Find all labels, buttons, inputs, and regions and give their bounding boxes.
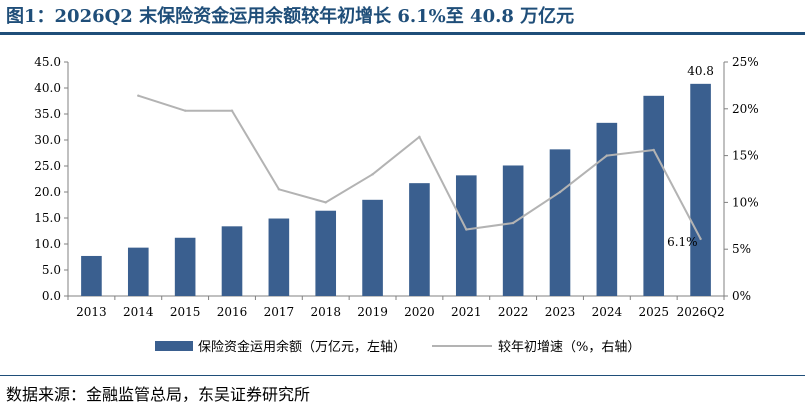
right-axis-tick-label: 15% — [732, 149, 759, 163]
bar — [81, 255, 102, 296]
source-note: 数据来源：金融监管总局，东吴证券研究所 — [6, 385, 311, 404]
line-point — [465, 228, 468, 231]
line-point — [371, 173, 374, 176]
left-axis-tick-label: 15.0 — [34, 211, 61, 225]
x-axis-tick-label: 2025 — [638, 305, 669, 319]
right-axis-tick-label: 10% — [732, 195, 759, 209]
right-axis-tick-label: 25% — [732, 55, 759, 69]
left-axis-tick-label: 35.0 — [34, 107, 61, 121]
right-axis-tick-label: 5% — [732, 242, 751, 256]
x-axis-tick-label: 2022 — [498, 305, 529, 319]
x-axis: 2013 2014 2015 2016 2017 2018 2019 2020 2021 2022… — [67, 296, 725, 319]
bar — [315, 210, 337, 296]
line-point — [230, 109, 234, 112]
x-axis-tick-label: 2017 — [264, 305, 295, 319]
line-point — [699, 237, 702, 241]
left-axis: 0.0 5.0 10.0 15.0 20.0 25.0 30.0 35.0 40.0 45.0 — [34, 55, 68, 303]
line-point — [652, 148, 655, 152]
x-axis-tick-label: 2015 — [170, 305, 201, 319]
line-series — [137, 94, 702, 241]
x-axis-tick-label: 2023 — [545, 305, 576, 319]
line-point — [605, 154, 609, 157]
right-axis: 0% 5% 10% 15% 20% 25% — [724, 55, 759, 303]
bar-series — [81, 83, 711, 296]
bar-data-label: 40.8 — [687, 64, 714, 78]
line-point — [277, 188, 281, 191]
bar — [127, 247, 149, 296]
legend-label-line: 较年初增速（%，右轴） — [498, 340, 640, 355]
line-point — [418, 135, 421, 139]
left-axis-tick-label: 10.0 — [34, 237, 61, 251]
left-axis-tick-label: 45.0 — [34, 55, 61, 69]
bar — [174, 237, 196, 296]
legend-swatch-bar — [155, 341, 193, 351]
bar — [455, 175, 477, 296]
x-axis-tick-label: 2026Q2 — [677, 305, 725, 319]
bar — [596, 122, 618, 296]
line-point — [511, 221, 515, 225]
x-axis-tick-label: 2018 — [310, 305, 341, 319]
bar — [268, 218, 290, 296]
left-axis-tick-label: 25.0 — [34, 159, 61, 173]
plot-frame — [67, 62, 725, 297]
x-axis-tick-label: 2021 — [451, 305, 482, 319]
page-title: 图1：2026Q2 末保险资金运用余额较年初增长 6.1%至 40.8 万亿元 — [6, 6, 575, 27]
bar — [643, 95, 665, 296]
x-axis-tick-label: 2020 — [404, 305, 435, 319]
left-axis-tick-label: 30.0 — [34, 133, 61, 147]
x-axis-tick-label: 2016 — [217, 305, 248, 319]
bar — [690, 83, 711, 296]
bar — [502, 165, 524, 296]
x-axis-tick-label: 2019 — [357, 305, 388, 319]
legend-item-bar: 保险资金运用余额（万亿元，左轴） — [155, 339, 406, 355]
left-axis-tick-label: 20.0 — [34, 185, 61, 199]
line-point — [137, 94, 140, 97]
legend: 保险资金运用余额（万亿元，左轴） 较年初增速（%，右轴） — [155, 339, 640, 355]
left-axis-tick-label: 0.0 — [42, 289, 61, 303]
bar — [221, 226, 243, 296]
bar — [362, 199, 383, 296]
bar — [409, 183, 430, 296]
legend-label-bar: 保险资金运用余额（万亿元，左轴） — [198, 339, 406, 355]
x-axis-tick-label: 2013 — [76, 305, 107, 319]
left-axis-tick-label: 5.0 — [42, 263, 61, 277]
legend-item-line: 较年初增速（%，右轴） — [432, 340, 640, 355]
line-point — [183, 109, 187, 112]
bar — [549, 149, 571, 296]
annotations: 40.8 6.1% — [667, 64, 714, 249]
title-rule — [0, 32, 805, 35]
x-axis-tick-label: 2024 — [592, 305, 623, 319]
right-axis-tick-label: 20% — [732, 102, 759, 116]
line-point — [558, 190, 562, 194]
x-axis-tick-label: 2014 — [123, 305, 154, 319]
right-axis-tick-label: 0% — [732, 289, 751, 303]
left-axis-tick-label: 40.0 — [34, 81, 61, 95]
line-data-label: 6.1% — [667, 235, 698, 249]
line-point — [324, 201, 327, 204]
source-rule — [0, 375, 805, 376]
